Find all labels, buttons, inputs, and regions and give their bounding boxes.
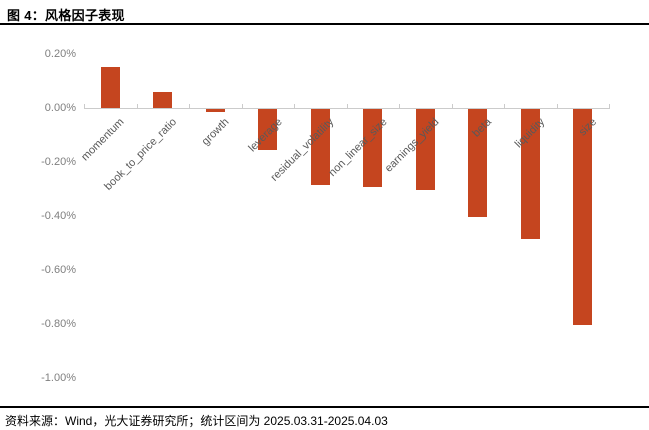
source-note: 资料来源：Wind，光大证券研究所；统计区间为 2025.03.31-2025.… — [5, 414, 388, 428]
bar-beta — [468, 109, 487, 217]
bar-growth — [206, 109, 225, 112]
figure-title: 图 4：风格因子表现 — [7, 8, 125, 23]
bar-residual_volatility — [311, 109, 330, 185]
x-axis-tick-mark — [451, 104, 453, 109]
bar-leverage — [258, 109, 277, 150]
bar-earnings_yield — [416, 109, 435, 190]
bar-non_linear_size — [363, 109, 382, 187]
y-axis-tick-label: -0.40% — [41, 210, 76, 222]
y-axis-tick-label: 0.00% — [44, 102, 76, 114]
x-axis-tick-mark — [241, 104, 243, 109]
y-axis-tick-label: -1.00% — [41, 372, 76, 384]
y-axis-tick-label: -0.20% — [41, 156, 76, 168]
x-axis-tick-mark — [399, 104, 400, 109]
bar-momentum — [101, 67, 120, 108]
x-axis-label-growth: growth — [199, 116, 232, 148]
x-axis-tick-mark — [189, 104, 190, 109]
x-axis-label-momentum: momentum — [79, 116, 127, 164]
bar-book_to_price_ratio — [153, 92, 172, 108]
y-axis-tick-label: -0.60% — [41, 264, 76, 276]
x-axis-tick-mark — [609, 104, 610, 109]
title-divider-rule — [0, 23, 649, 25]
bar-liquidity — [521, 109, 540, 239]
x-axis-tick-mark — [136, 104, 138, 109]
x-axis-tick-mark — [346, 104, 348, 109]
x-axis-tick-mark — [84, 104, 85, 109]
footer-divider-rule — [0, 406, 649, 408]
y-axis-tick-label: -0.80% — [41, 318, 76, 330]
x-axis-tick-mark — [294, 104, 295, 109]
x-axis-tick-mark — [556, 104, 558, 109]
bar-size — [573, 109, 592, 325]
style-factor-bar-chart: 0.20% 0.00% -0.20% -0.40% -0.60% -0.80% -1.00%… — [0, 40, 649, 400]
x-axis-tick-mark — [504, 104, 505, 109]
y-axis-tick-label: 0.20% — [44, 48, 76, 60]
